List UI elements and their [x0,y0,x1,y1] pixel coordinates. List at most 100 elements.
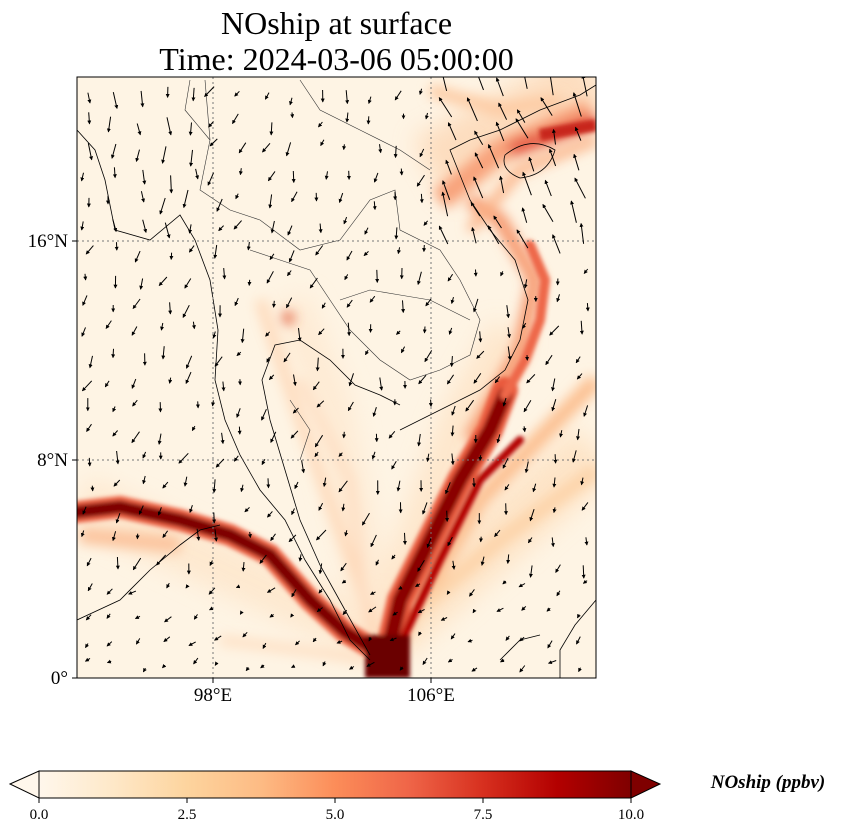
wind-vector [342,609,348,616]
wind-vector [522,426,527,433]
wind-vector [336,640,343,644]
wind-vector [235,584,241,589]
wind-vector [523,279,528,289]
wind-vector [552,507,557,514]
wind-vector [474,130,484,146]
wind-vector [298,554,303,562]
wind-vector [346,299,353,308]
wind-vector [493,215,502,229]
wind-vector [188,641,196,647]
wind-vector [499,175,505,194]
wind-vector [166,117,173,136]
wind-vector [552,477,557,488]
wind-vector [292,407,299,414]
wind-vector [85,614,92,621]
wind-vector [368,606,377,613]
wind-vector [472,608,477,614]
wind-vector [320,139,325,147]
wind-vector [106,659,112,664]
wind-vector [441,191,449,217]
wind-vector [218,225,224,232]
wind-vector [519,665,526,673]
colorbar-tick-2-5: 2.5 [177,807,197,823]
wind-vector [576,428,581,441]
wind-vector [131,378,137,389]
wind-vector [426,538,432,549]
wind-vector [417,433,422,447]
wind-vector [476,350,485,359]
wind-vector [188,122,193,136]
wind-vector [451,560,456,570]
wind-vector [292,374,297,387]
wind-vector [288,534,297,543]
wind-vector [423,220,428,226]
wind-vector [291,508,295,516]
wind-vector [378,144,383,154]
wind-vector [473,373,482,384]
wind-vector [371,451,376,460]
wind-vector [528,156,535,172]
wind-vector [418,631,423,636]
wind-vector [207,172,215,186]
wind-vector [262,642,267,649]
wind-vector [115,513,121,524]
wind-vector [338,192,344,204]
wind-vector [393,145,398,159]
wind-vector [240,328,245,344]
wind-vector [113,479,121,487]
wind-vector [342,431,347,439]
wind-vector [259,554,267,564]
wind-vector [214,635,222,641]
wind-vector [267,511,273,518]
wind-vector [316,529,327,541]
wind-vector [522,322,527,329]
wind-vector [322,661,327,667]
wind-vector [448,327,453,335]
wind-vector [132,298,141,310]
wind-vector [185,584,190,589]
wind-vector [211,400,216,407]
wind-vector [583,405,589,417]
wind-vector [83,273,88,281]
wind-vector [506,305,511,319]
wind-vector [85,245,94,255]
wind-vector [418,374,427,385]
wind-vector [238,168,243,176]
wind-vector [392,611,398,616]
wind-vector [495,77,504,97]
wind-vector [449,356,454,368]
wind-vector [576,636,581,645]
wind-vector [573,153,580,171]
wind-vector [185,371,192,385]
wind-vector [297,328,302,342]
wind-vector [479,536,484,543]
country-borders [184,79,481,461]
wind-vector [422,657,428,666]
wind-vector [417,608,425,614]
wind-vector [195,168,200,180]
colorbar-tick-5: 5.0 [325,807,345,823]
wind-vector [478,455,483,462]
wind-vector [110,143,117,159]
wind-vector [267,171,276,182]
wind-vector [574,126,582,141]
wind-vector [318,502,324,511]
wind-vector [324,171,329,180]
wind-vector [478,331,483,343]
wind-vector [344,274,349,281]
wind-vector [294,481,299,490]
wind-vector [570,200,577,223]
wind-vector [289,97,293,106]
wind-vector [552,234,561,254]
wind-vector [318,588,323,594]
wind-vector [473,176,484,199]
wind-vector [346,322,351,337]
wind-vector [288,250,295,263]
wind-vector [522,77,528,89]
wind-vector [291,170,296,184]
wind-vector [363,251,369,257]
wind-vector [246,241,251,251]
wind-vector [142,169,147,185]
wind-vector [283,352,291,363]
wind-vector [182,304,190,318]
